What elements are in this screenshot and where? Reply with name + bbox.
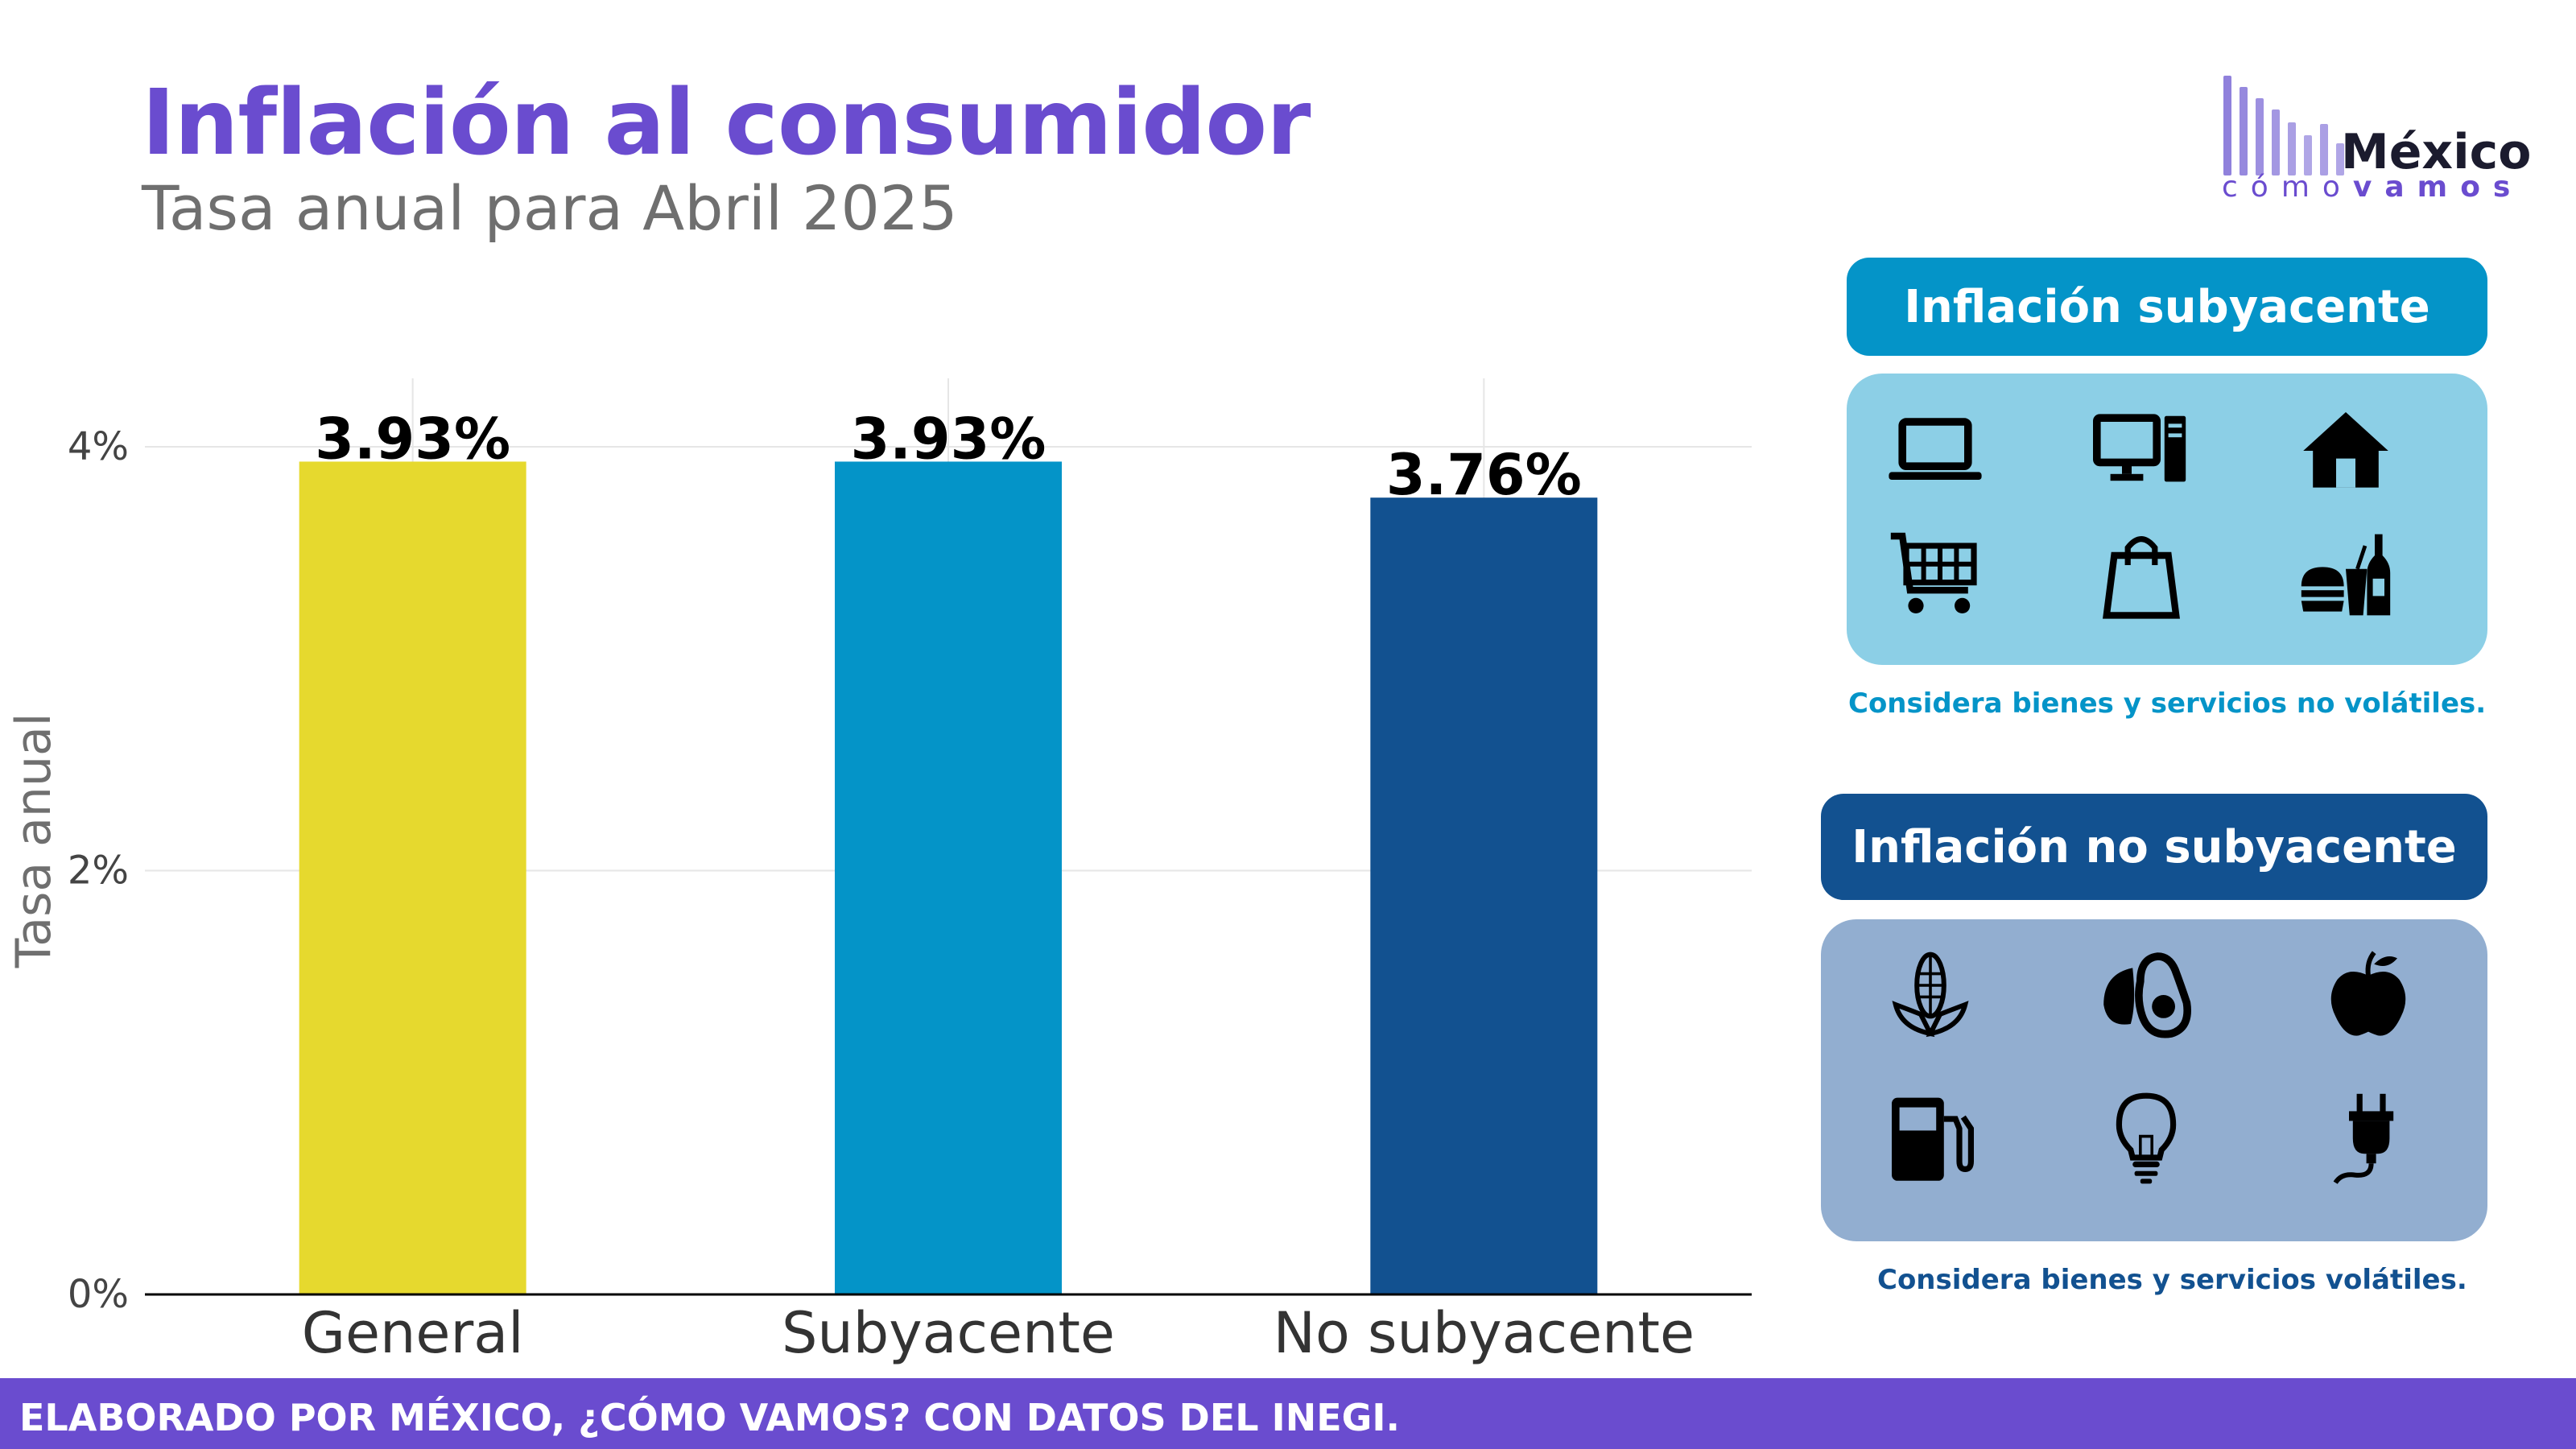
light-bulb-icon [2098, 1090, 2194, 1187]
chart-title: Inflación al consumidor [142, 71, 1311, 175]
noncore-inflation-label: Inflación no subyacente [1821, 794, 2487, 900]
noncore-inflation-icons-panel [1821, 919, 2487, 1241]
logo-tagline-bold: vamos [2352, 171, 2524, 204]
data-label: 3.93% [851, 406, 1046, 472]
apple-icon [2320, 947, 2417, 1043]
shopping-bag-icon [2093, 526, 2190, 623]
y-tick-label: 0% [68, 1272, 129, 1317]
corn-icon [1882, 947, 1979, 1043]
x-tick-label: General [302, 1300, 524, 1366]
y-tick-label: 2% [68, 848, 129, 894]
core-inflation-note: Considera bienes y servicios no volátile… [1848, 687, 2487, 720]
data-label: 3.76% [1386, 442, 1582, 508]
bar-general [299, 461, 526, 1294]
bar-chart: 0% 2% 4% 3.93% General 3.93% Subyacente 3.76% No… [6, 378, 1752, 1366]
noncore-inflation-title: Inflación no subyacente [1852, 820, 2457, 873]
shopping-cart-icon [1887, 526, 1984, 623]
data-label: 3.93% [315, 406, 510, 472]
bar-no-subyacente [1370, 497, 1598, 1294]
logo-tagline-light: cómo [2222, 171, 2353, 204]
bar-subyacente [835, 461, 1062, 1294]
y-tick-label: 4% [68, 424, 129, 469]
chart-subtitle: Tasa anual para Abril 2025 [142, 172, 958, 244]
fuel-pump-icon [1882, 1090, 1979, 1187]
house-icon [2297, 402, 2394, 499]
avocado-icon [2098, 947, 2194, 1043]
desktop-computer-icon [2093, 402, 2190, 499]
fast-food-icon [2297, 526, 2394, 623]
core-inflation-title: Inflación subyacente [1904, 280, 2430, 333]
mexico-como-vamos-logo: México cómovamos [2219, 71, 2531, 216]
core-inflation-icons-panel [1847, 374, 2487, 665]
logo-tagline: cómovamos [2222, 171, 2523, 204]
electric-plug-icon [2320, 1090, 2417, 1187]
logo-name: México [2341, 124, 2532, 180]
y-axis-title: Tasa anual [6, 713, 62, 969]
logo-bars-icon [2219, 71, 2355, 175]
x-tick-label: No subyacente [1274, 1300, 1695, 1366]
noncore-inflation-note: Considera bienes y servicios volátiles. [1877, 1264, 2467, 1296]
source-note: ELABORADO POR MÉXICO, ¿CÓMO VAMOS? CON D… [19, 1396, 1400, 1439]
footer-bar: ELABORADO POR MÉXICO, ¿CÓMO VAMOS? CON D… [0, 1378, 2576, 1449]
core-inflation-label: Inflación subyacente [1847, 258, 2487, 356]
laptop-icon [1887, 402, 1984, 499]
x-tick-label: Subyacente [782, 1300, 1115, 1366]
